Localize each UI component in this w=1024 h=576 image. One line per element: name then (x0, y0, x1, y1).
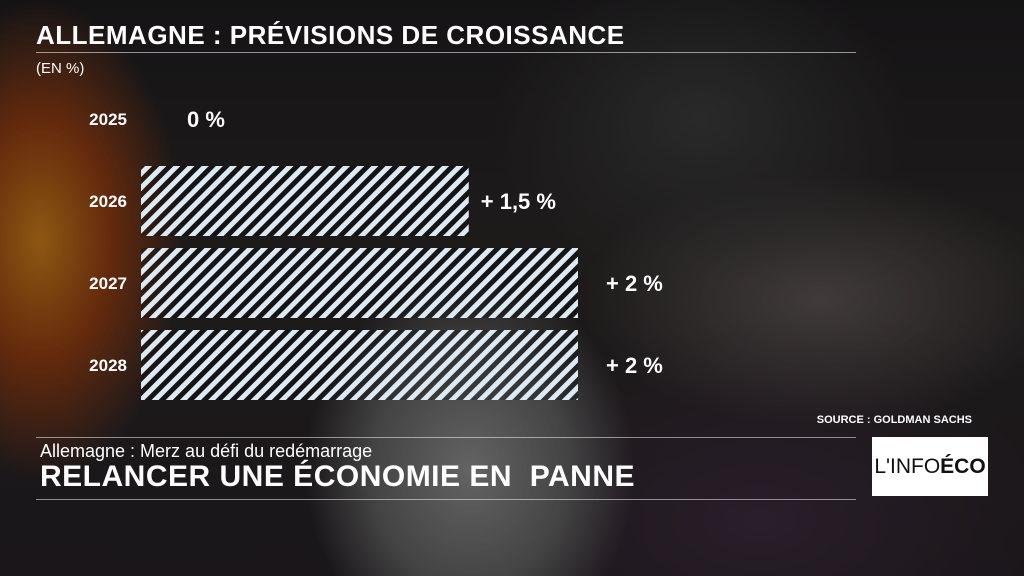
lower-third-subtitle: Allemagne : Merz au défi du redémarrage (40, 441, 373, 461)
title-divider (36, 52, 856, 53)
logo-prefix: L'INFO (874, 454, 941, 478)
value-label-2026: + 1,5 % (481, 189, 556, 214)
lower-third-headline: RELANCER UNE ÉCONOMIE EN PANNE (40, 460, 635, 493)
lower-third-bottom-rule (36, 499, 856, 500)
value-label-2027: + 2 % (606, 271, 663, 296)
lower-third-top-rule (36, 437, 856, 438)
value-label-2025: 0 % (187, 107, 225, 132)
chart-title: ALLEMAGNE : PRÉVISIONS DE CROISSANCE (36, 20, 625, 50)
category-label-2026: 2026 (89, 192, 127, 211)
category-label-2027: 2027 (89, 274, 127, 293)
growth-bar-chart: 2025 0 % 2026 + 1,5 % 2027 + 2 % 2028 + 2 % (89, 107, 663, 400)
bar-2028 (141, 330, 578, 400)
unit-label: (EN %) (36, 60, 85, 77)
source-note: SOURCE : GOLDMAN SACHS (816, 414, 972, 426)
category-label-2025: 2025 (89, 110, 127, 129)
bar-2027 (141, 248, 578, 318)
logo-suffix: ÉCO (940, 454, 986, 478)
category-label-2028: 2028 (89, 356, 127, 375)
bar-2026 (141, 166, 469, 236)
linfo-eco-logo: L'INFO ÉCO (872, 437, 988, 496)
value-label-2028: + 2 % (606, 353, 663, 378)
